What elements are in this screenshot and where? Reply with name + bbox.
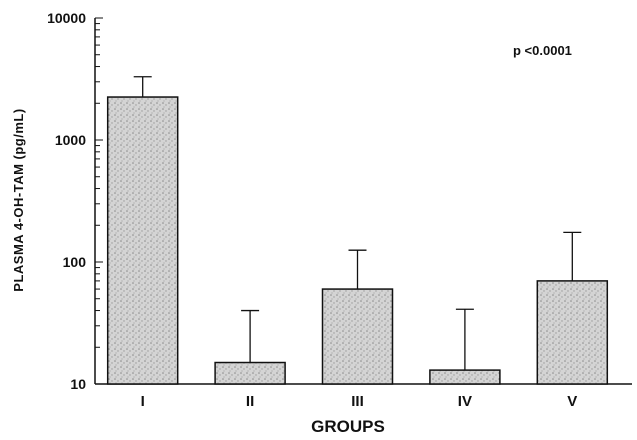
y-tick-label: 10000 <box>47 10 86 26</box>
y-tick-label: 1000 <box>55 132 86 148</box>
bar <box>106 96 179 385</box>
y-tick-label: 10 <box>70 376 86 392</box>
bar <box>321 288 394 385</box>
bar <box>429 369 501 385</box>
x-tick-label: II <box>246 393 254 410</box>
x-tick-label: I <box>141 393 145 410</box>
y-axis-title: PLASMA 4-OH-TAM (pg/mL) <box>11 108 26 291</box>
y-tick-label: 100 <box>63 254 87 270</box>
x-tick-label: V <box>567 393 577 410</box>
x-axis-title: GROUPS <box>311 417 385 436</box>
x-tick-label: IV <box>458 393 472 410</box>
bar <box>536 280 609 385</box>
p-value-annotation: p <0.0001 <box>513 43 572 58</box>
bar <box>214 361 286 385</box>
x-tick-label: III <box>351 393 364 410</box>
